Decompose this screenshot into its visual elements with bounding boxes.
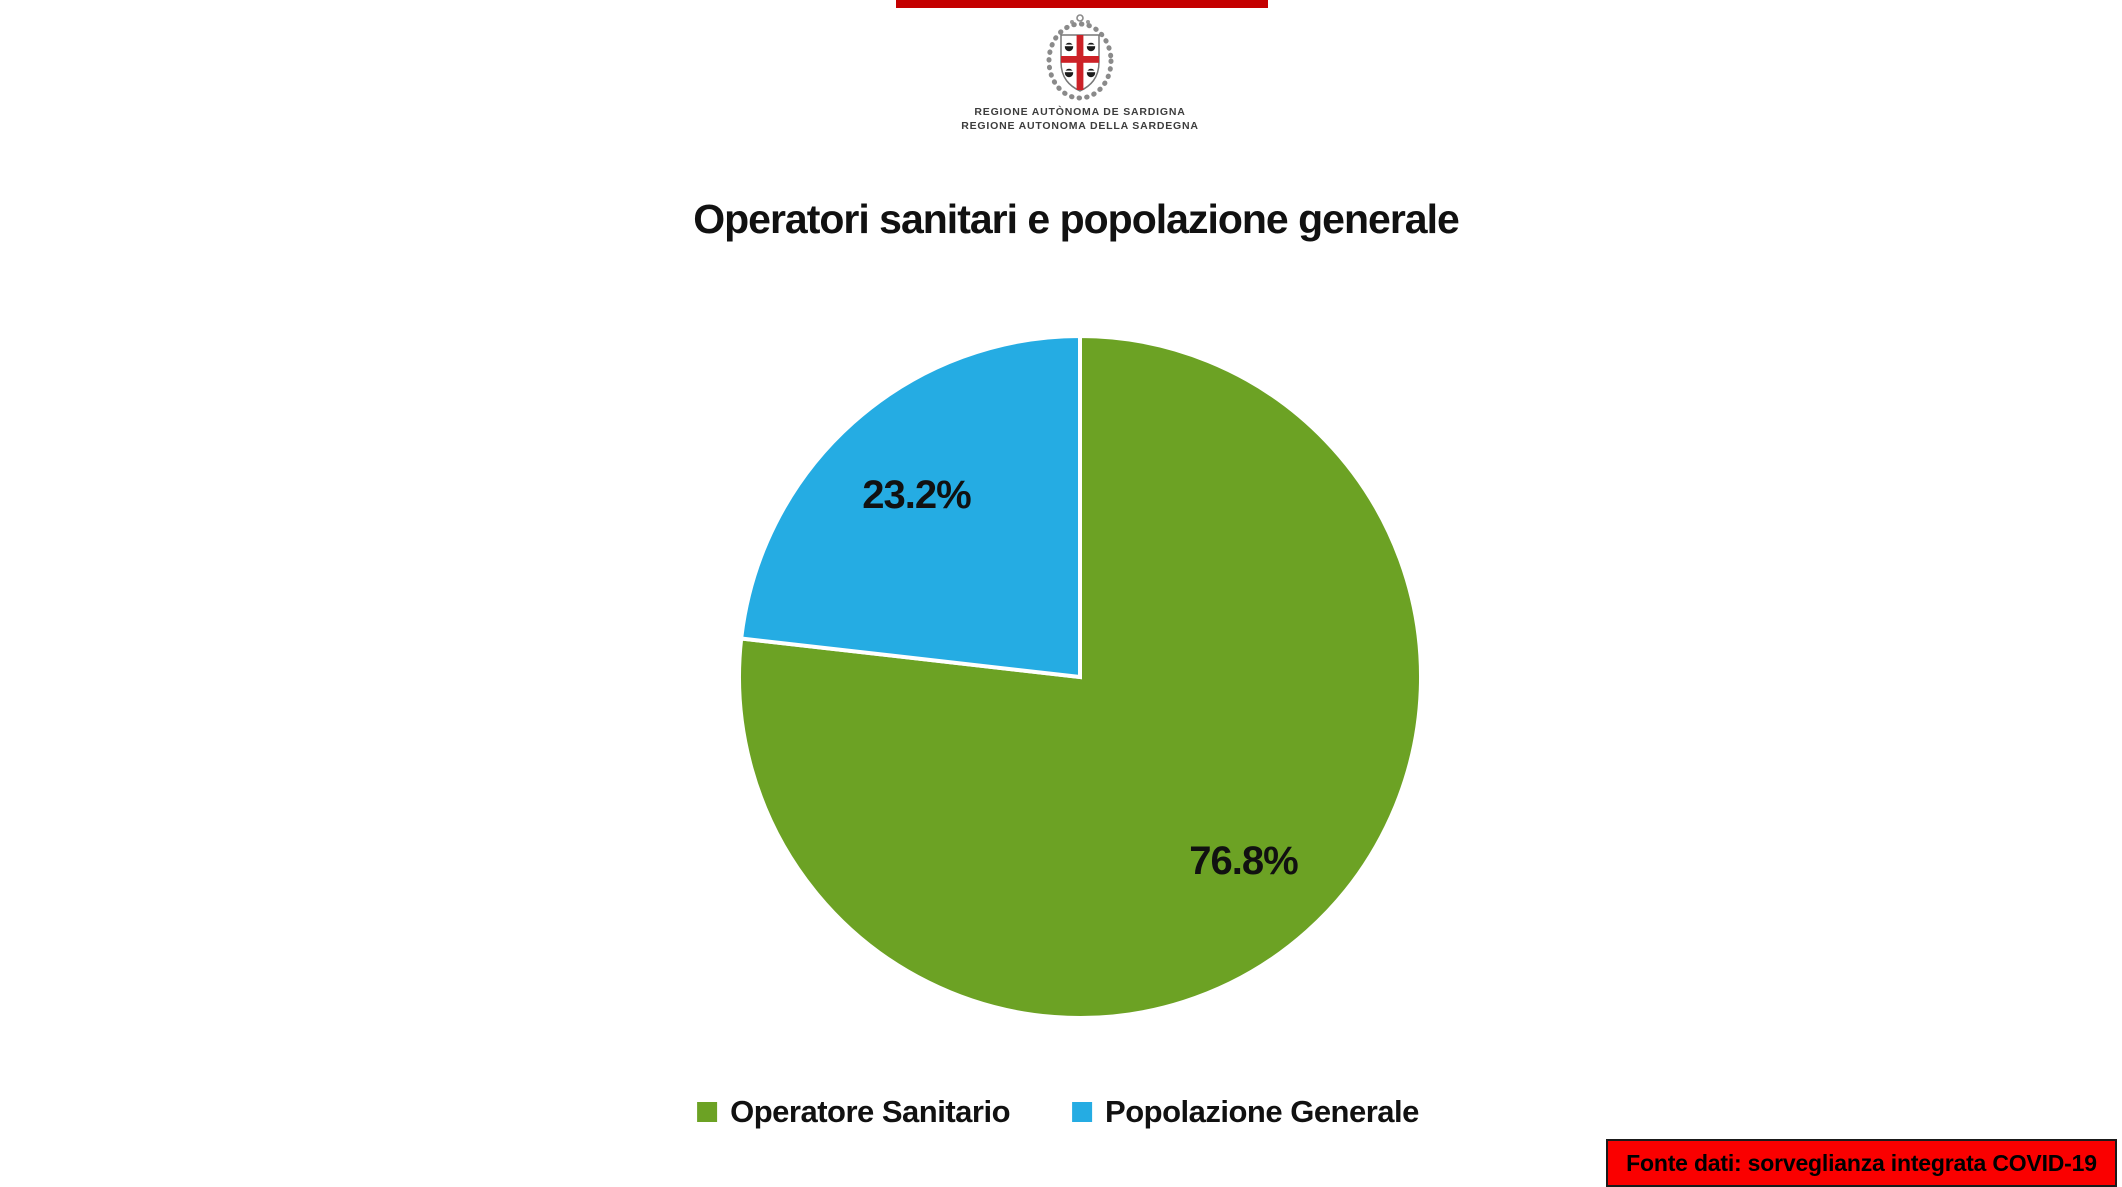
legend-label: Popolazione Generale <box>1105 1094 1419 1129</box>
chart-legend: Operatore Sanitario Popolazione Generale <box>697 1094 1419 1130</box>
legend-label: Operatore Sanitario <box>730 1094 1011 1129</box>
top-strip <box>896 0 1268 8</box>
legend-item-operatore-sanitario: Operatore Sanitario <box>697 1094 1011 1130</box>
pie-chart-svg: 76.8% 23.2% <box>737 333 1424 1020</box>
slice-popolazione-generale <box>738 333 1082 680</box>
slice-value-label: 23.2% <box>862 473 971 517</box>
legend-swatch-blue <box>1072 1102 1093 1122</box>
pie-chart: 76.8% 23.2% <box>735 332 1425 1022</box>
moors-heads <box>1064 42 1096 78</box>
cross-horizontal <box>1061 56 1099 63</box>
source-banner: Fonte dati: sorveglianza integrata COVID… <box>1606 1139 2117 1187</box>
source-banner-text: Fonte dati: sorveglianza integrata COVID… <box>1626 1149 2097 1176</box>
logo-captions: REGIONE AUTÒNOMA DE SARDIGNA REGIONE AUT… <box>880 106 1280 133</box>
legend-item-popolazione-generale: Popolazione Generale <box>1072 1094 1419 1130</box>
logo-caption-line2: REGIONE AUTONOMA DELLA SARDEGNA <box>961 119 1199 132</box>
legend-swatch-green <box>697 1102 718 1122</box>
wreath-ornament <box>1046 21 1114 101</box>
sardinia-coat-of-arms-icon <box>1046 14 1114 101</box>
chart-title: Operatori sanitari e popolazione general… <box>693 196 1460 242</box>
slice-value-label: 76.8% <box>1189 839 1298 883</box>
regione-sardegna-logo <box>1030 12 1130 106</box>
logo-caption-line1: REGIONE AUTÒNOMA DE SARDIGNA <box>974 106 1186 118</box>
